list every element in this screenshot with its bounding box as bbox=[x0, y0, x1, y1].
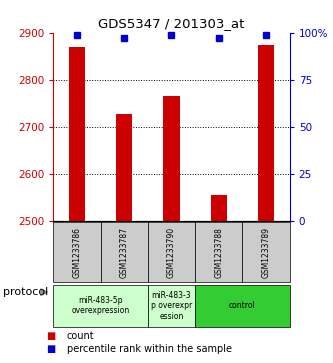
Text: protocol: protocol bbox=[3, 287, 49, 297]
Bar bbox=[242, 223, 290, 282]
Text: GSM1233786: GSM1233786 bbox=[72, 227, 82, 278]
Text: GSM1233790: GSM1233790 bbox=[167, 227, 176, 278]
Bar bbox=[195, 223, 242, 282]
Text: count: count bbox=[67, 331, 94, 341]
Text: miR-483-3
p overexpr
ession: miR-483-3 p overexpr ession bbox=[151, 291, 192, 321]
Text: GSM1233788: GSM1233788 bbox=[214, 227, 223, 278]
Bar bbox=[148, 223, 195, 282]
Bar bbox=[53, 223, 101, 282]
Bar bbox=[116, 114, 133, 221]
Bar bbox=[195, 285, 290, 327]
Text: GSM1233789: GSM1233789 bbox=[261, 227, 271, 278]
Text: ■: ■ bbox=[47, 331, 56, 341]
Bar bbox=[163, 97, 180, 221]
Text: ■: ■ bbox=[47, 344, 56, 354]
Text: miR-483-5p
overexpression: miR-483-5p overexpression bbox=[72, 296, 130, 315]
Bar bbox=[53, 285, 148, 327]
Title: GDS5347 / 201303_at: GDS5347 / 201303_at bbox=[98, 17, 245, 30]
Text: control: control bbox=[229, 301, 256, 310]
Bar bbox=[148, 285, 195, 327]
Bar bbox=[210, 195, 227, 221]
Bar bbox=[101, 223, 148, 282]
Bar bbox=[258, 45, 274, 221]
Text: GSM1233787: GSM1233787 bbox=[120, 227, 129, 278]
Text: percentile rank within the sample: percentile rank within the sample bbox=[67, 344, 231, 354]
Bar bbox=[69, 47, 85, 221]
